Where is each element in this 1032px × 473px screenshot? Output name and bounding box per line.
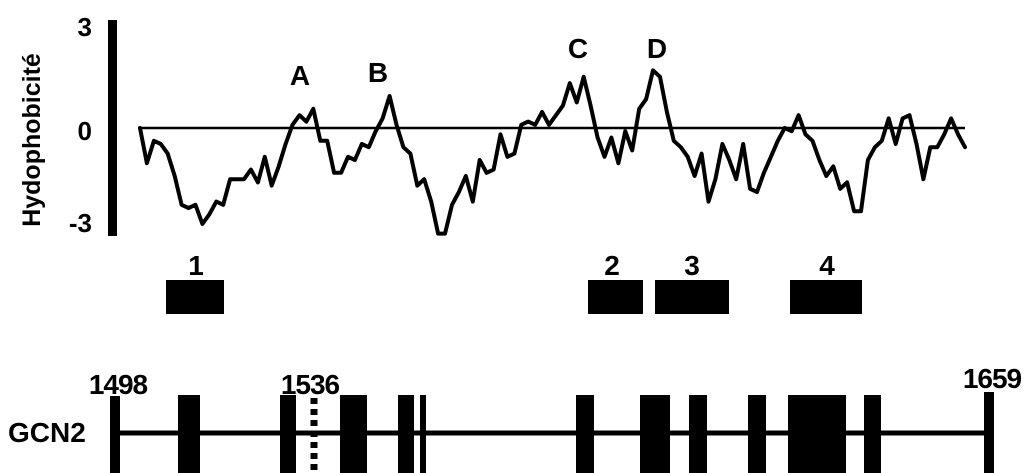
sequence-name-label: GCN2 — [8, 417, 86, 448]
y-tick-neg3: -3 — [69, 208, 92, 238]
segment-box-1 — [166, 280, 224, 314]
sequence-block — [398, 395, 414, 473]
sequence-block — [640, 395, 670, 473]
hydrophobicity-profile-line — [138, 68, 967, 236]
sequence-block — [748, 395, 766, 473]
segment-label-3: 3 — [684, 250, 700, 281]
sequence-block — [576, 395, 594, 473]
sequence-mark-label: 1536 — [281, 369, 340, 400]
sequence-block — [420, 395, 426, 473]
peak-label-d: D — [647, 33, 667, 64]
sequence-block — [864, 395, 881, 473]
sequence-block — [689, 395, 707, 473]
sequence-blocks — [178, 395, 881, 473]
sequence-start-label: 1498 — [89, 369, 148, 400]
peak-label-b: B — [368, 57, 388, 88]
segment-label-2: 2 — [604, 250, 620, 281]
sequence-end-label: 1659 — [963, 363, 1022, 394]
y-axis-bar — [108, 20, 117, 236]
peak-label-c: C — [568, 33, 588, 64]
y-tick-0: 0 — [78, 116, 92, 146]
sequence-block — [280, 395, 296, 473]
segment-label-4: 4 — [819, 250, 835, 281]
y-axis-label: Hydophobicité — [18, 53, 46, 227]
sequence-block — [178, 395, 200, 473]
sequence-start-tick — [110, 396, 120, 473]
sequence-block — [340, 395, 367, 473]
y-tick-3: 3 — [78, 12, 92, 42]
sequence-block — [788, 395, 846, 473]
sequence-end-tick — [984, 392, 994, 473]
segment-label-1: 1 — [188, 250, 204, 281]
segment-box-3 — [655, 280, 729, 314]
segment-box-4 — [790, 280, 862, 314]
segment-box-2 — [588, 280, 643, 314]
peak-label-a: A — [290, 60, 310, 91]
